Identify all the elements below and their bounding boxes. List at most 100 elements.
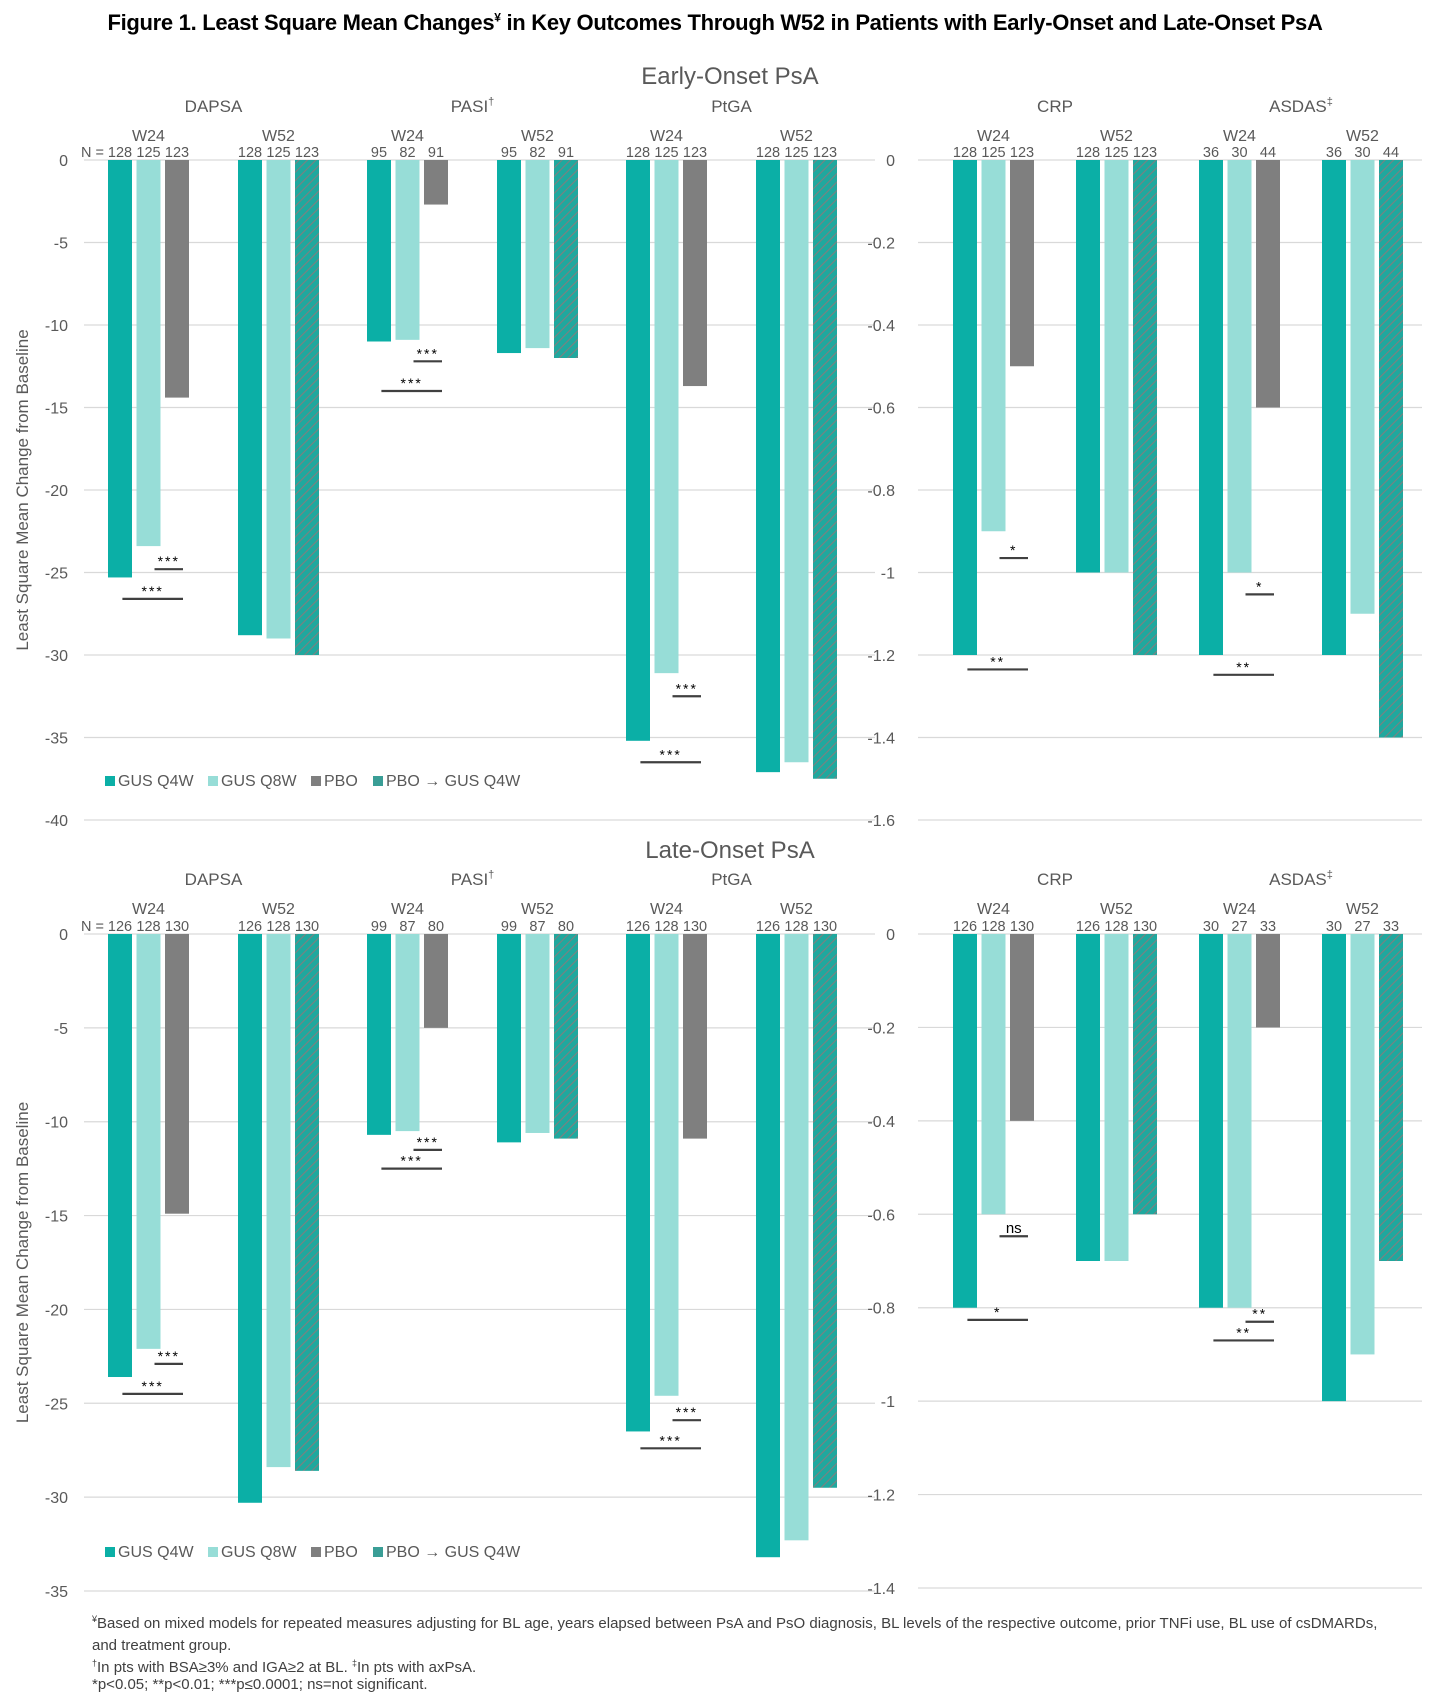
panel-late-left: 0 -5 -10 -15 -20 -25 -30 -35 Late-Onset PsA Least… [13, 837, 875, 1601]
week-label: W24 [1223, 128, 1256, 145]
significance-label: ** [990, 653, 1005, 669]
bar-gus_q8w [1104, 160, 1129, 573]
outcome-label: PtGA [711, 870, 752, 889]
bar-pbo_gus [1379, 160, 1403, 738]
significance-label: ns [1006, 1220, 1022, 1237]
significance-label: *** [401, 375, 423, 391]
n-label: 130 [1133, 919, 1157, 935]
y-tick-label: -1.2 [867, 1488, 895, 1505]
n-label: 80 [558, 919, 574, 935]
bar-gus_q8w [784, 934, 809, 1541]
bar-gus_q8w [525, 160, 550, 349]
n-label: 128 [1104, 919, 1128, 935]
y-tick-label: -35 [45, 731, 68, 748]
n-label: 30 [1326, 919, 1342, 935]
n-label: 126 [953, 919, 977, 935]
week-label: W52 [780, 128, 813, 145]
panel-early-left: 0 -5 -10 -15 -20 -25 -30 -35 -40 Early-Onset PsA L… [13, 63, 875, 830]
bar-pbo_gus [295, 934, 319, 1471]
n-label: 126 [756, 919, 780, 935]
n-label: 128 [654, 919, 678, 935]
bar-pbo [683, 934, 707, 1139]
legend-swatch-gus_q4w [105, 1547, 115, 1557]
bar-gus_q4w [1199, 160, 1223, 655]
week-label: W24 [391, 128, 424, 145]
y-tick-label: -15 [45, 401, 68, 418]
significance-label: *** [660, 1432, 682, 1448]
bar-gus_q4w [756, 160, 780, 773]
n-label: 87 [529, 919, 545, 935]
week-label: W52 [1346, 901, 1379, 918]
bar-pbo_gus [813, 160, 837, 779]
legend-swatch-pbo_gus [373, 776, 383, 786]
n-label: 126 [238, 919, 262, 935]
y-tick-label: 0 [59, 153, 68, 170]
y-tick-label: -1.4 [867, 1581, 895, 1598]
n-label: 125 [654, 145, 678, 161]
y-tick-label: -5 [54, 236, 68, 253]
n-label: 82 [399, 145, 415, 161]
footnote-text: In pts with axPsA. [356, 1659, 477, 1676]
bar-gus_q4w [367, 934, 391, 1135]
bar-pbo_gus [1133, 934, 1157, 1215]
y-tick-label: -40 [45, 813, 68, 830]
significance-label: *** [660, 746, 682, 762]
n-label: 126 [1076, 919, 1100, 935]
y-tick-label: -1 [881, 566, 895, 583]
y-tick-label: -20 [45, 1302, 68, 1319]
significance-label: *** [676, 1404, 698, 1420]
n-label: 36 [1203, 145, 1219, 161]
bar-gus_q8w [1227, 934, 1252, 1308]
y-tick-label: -10 [45, 318, 68, 335]
bar-pbo [165, 160, 189, 398]
n-label: 128 [756, 145, 780, 161]
bar-gus_q8w [266, 934, 291, 1468]
n-label: 44 [1260, 145, 1276, 161]
n-label: 125 [136, 145, 160, 161]
title-text-suffix: in Key Outcomes Through W52 in Patients … [500, 10, 1323, 35]
outcome-label: PtGA [711, 97, 752, 116]
bar-pbo [165, 934, 189, 1214]
outcome-label: PASI† [451, 96, 495, 116]
bar-gus_q8w [395, 160, 420, 340]
week-label: W52 [1346, 128, 1379, 145]
significance-label: * [1010, 542, 1017, 558]
bar-gus_q8w [136, 934, 161, 1349]
bar-gus_q8w [784, 160, 809, 763]
n-prefix: N = [81, 919, 104, 935]
footnote-text: *p<0.05; **p<0.01; ***p≤0.0001; ns=not s… [92, 1676, 428, 1693]
y-tick-label: -1.4 [867, 731, 895, 748]
significance-label: *** [142, 583, 164, 599]
footnote-text: Based on mixed models for repeated measu… [92, 1615, 1378, 1654]
footnote-mark: † [92, 1658, 98, 1668]
bar-gus_q8w [395, 934, 420, 1132]
n-label: 130 [165, 919, 189, 935]
bar-gus_q8w [654, 934, 679, 1396]
legend-swatch-pbo [311, 776, 321, 786]
significance-label: *** [401, 1153, 423, 1169]
bar-pbo_gus [813, 934, 837, 1488]
n-label: 128 [108, 145, 132, 161]
n-label: 128 [1076, 145, 1100, 161]
bar-pbo [424, 934, 448, 1028]
y-axis-label: Least Square Mean Change from Baseline [13, 1102, 32, 1423]
legend-label-gus_q8w: GUS Q8W [221, 773, 297, 790]
y-tick-label: -10 [45, 1115, 68, 1132]
significance-label: ** [1236, 659, 1251, 675]
y-tick-label: -30 [45, 648, 68, 665]
n-label: 125 [1104, 145, 1128, 161]
y-tick-label: -35 [45, 1584, 68, 1601]
n-label: 123 [165, 145, 189, 161]
n-label: 91 [558, 145, 574, 161]
significance-label: *** [142, 1378, 164, 1394]
outcome-label: ASDAS‡ [1269, 869, 1333, 889]
bar-gus_q4w [626, 934, 650, 1432]
title-text: Figure 1. Least Square Mean Changes [107, 10, 495, 35]
n-label: 95 [501, 145, 517, 161]
week-label: W24 [650, 128, 683, 145]
n-label: 130 [295, 919, 319, 935]
n-label: 128 [266, 919, 290, 935]
bar-gus_q8w [136, 160, 161, 547]
bar-gus_q4w [1322, 934, 1346, 1402]
figure-title: Figure 1. Least Square Mean Changes¥ in … [0, 10, 1430, 36]
